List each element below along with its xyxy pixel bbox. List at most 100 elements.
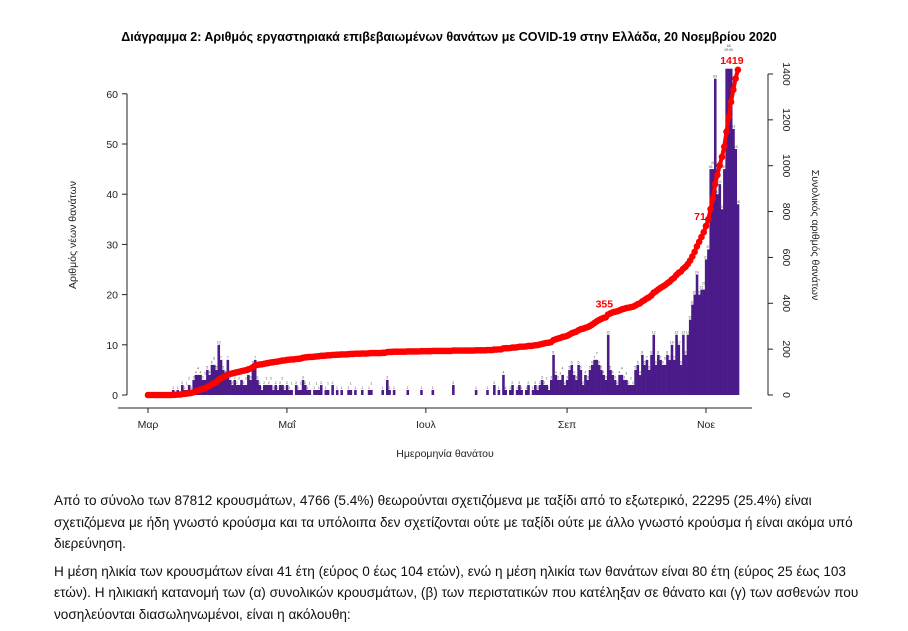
bar-value-label: 3	[240, 372, 242, 376]
bar-value-label: 2	[231, 381, 233, 385]
bar-value-label: 4	[502, 371, 504, 375]
bar-value-label: 3	[250, 376, 252, 380]
daily-deaths-bar	[663, 364, 667, 395]
daily-deaths-bar	[347, 389, 350, 395]
daily-deaths-bar	[602, 374, 605, 395]
bar-value-label: 3	[566, 376, 568, 380]
bar-value-label: 2	[539, 381, 541, 385]
daily-deaths-bar	[274, 384, 277, 395]
bar-value-label: 2	[582, 381, 584, 385]
daily-deaths-bar	[686, 334, 690, 395]
bar-value-label: 5	[600, 366, 602, 370]
bar-value-label: 1	[350, 382, 352, 386]
y-right-tick-label: 600	[780, 249, 792, 267]
bar-value-label: 7	[646, 356, 648, 360]
bar-value-label: 4	[199, 371, 201, 375]
cumulative-point	[723, 128, 730, 136]
bar-value-label: 2	[236, 381, 238, 385]
daily-deaths-bar	[654, 364, 658, 395]
bar-value-label: 3	[204, 372, 206, 376]
bar-value-label: 4	[618, 371, 620, 375]
daily-deaths-bar	[645, 359, 649, 395]
bar-value-label: 45	[709, 165, 713, 169]
daily-deaths-bar	[613, 379, 617, 395]
cumulative-annotation: 355	[596, 298, 614, 310]
bar-value-label: 6	[213, 357, 215, 361]
bar-value-label: 3	[614, 376, 616, 380]
daily-deaths-bar	[661, 364, 665, 395]
daily-deaths-bar	[698, 294, 701, 395]
y-right-tick-label: 1200	[780, 108, 792, 132]
bar-value-label: 5	[609, 366, 611, 370]
y-left-tick-label: 50	[106, 139, 118, 151]
bar-value-label: 63	[713, 75, 717, 79]
daily-deaths-bar	[308, 389, 312, 395]
bar-value-label: 3	[559, 372, 561, 376]
bar-value-label: 1	[370, 382, 372, 386]
bar-value-label: 3	[605, 376, 607, 380]
bar-value-label: 1	[432, 386, 434, 390]
x-tick-label: Μαΐ	[278, 419, 296, 431]
daily-deaths-bar	[713, 78, 717, 396]
bar-value-label: 1	[505, 386, 507, 390]
bar-value-label: 12	[606, 331, 610, 335]
y-axis-left-label: Αριθμός νέων θανάτων	[67, 181, 79, 289]
bar-value-label: 3	[587, 376, 589, 380]
cumulative-point	[714, 171, 721, 179]
bar-value-label: 1	[498, 386, 500, 390]
cumulative-point	[718, 153, 726, 161]
daily-deaths-bar	[294, 384, 298, 395]
bar-value-label: 1	[475, 386, 477, 390]
bar-value-label: 3	[557, 376, 559, 380]
bar-value-label: 2	[304, 381, 306, 385]
bar-value-label: 5	[222, 366, 224, 370]
bar-value-label: 2	[238, 377, 240, 381]
bar-value-label: 3	[193, 376, 195, 380]
daily-deaths-bar	[313, 389, 316, 395]
daily-deaths-bar	[638, 374, 642, 395]
daily-deaths-bar	[276, 389, 280, 395]
y-right-tick-label: 0	[780, 392, 792, 398]
daily-deaths-bar	[331, 384, 334, 395]
cumulative-point	[732, 75, 739, 82]
bar-value-label: 5	[568, 366, 570, 370]
daily-deaths-bar	[616, 384, 619, 395]
cumulative-annotation: 71	[694, 211, 706, 223]
daily-deaths-bar	[285, 384, 289, 395]
bar-value-label: 4	[573, 371, 575, 375]
daily-deaths-bar	[707, 249, 710, 395]
bar-value-label: 4	[584, 371, 586, 375]
y-left-tick-label: 60	[106, 89, 118, 101]
chart-title: Διάγραμμα 2: Αριθμός εργαστηριακά επιβεβ…	[121, 30, 776, 44]
cumulative-point	[725, 113, 733, 121]
bar-value-label: 8	[641, 351, 643, 355]
bar-value-label: 1	[407, 386, 409, 390]
bar-value-label: 65	[727, 44, 731, 48]
bar-value-label: 12	[652, 331, 656, 335]
daily-deaths-bar	[360, 389, 364, 395]
y-right-tick-label: 1400	[780, 62, 792, 86]
bar-value-label: 2	[534, 381, 536, 385]
daily-deaths-bar	[609, 369, 612, 395]
bar-value-label: 4	[197, 367, 199, 371]
daily-deaths-bar	[290, 389, 293, 395]
daily-deaths-bar	[577, 364, 580, 395]
daily-deaths-bar	[652, 334, 656, 395]
daily-deaths-bar	[260, 389, 264, 395]
daily-deaths-bar	[527, 384, 530, 395]
bar-value-label: 7	[254, 356, 256, 360]
daily-deaths-bar	[278, 384, 282, 395]
bar-value-label: 7	[220, 356, 222, 360]
daily-deaths-bar	[251, 364, 255, 395]
bar-value-label: 2	[281, 377, 283, 381]
daily-deaths-bar	[647, 369, 651, 395]
bar-value-label: 24	[695, 270, 699, 274]
daily-deaths-bar	[388, 389, 391, 395]
daily-deaths-bar	[561, 374, 564, 395]
bar-value-label: 4	[562, 367, 564, 371]
daily-deaths-bar	[716, 194, 719, 395]
daily-deaths-bars	[171, 68, 740, 396]
bar-value-label: 2	[279, 381, 281, 385]
bar-value-label: 5	[634, 366, 636, 370]
